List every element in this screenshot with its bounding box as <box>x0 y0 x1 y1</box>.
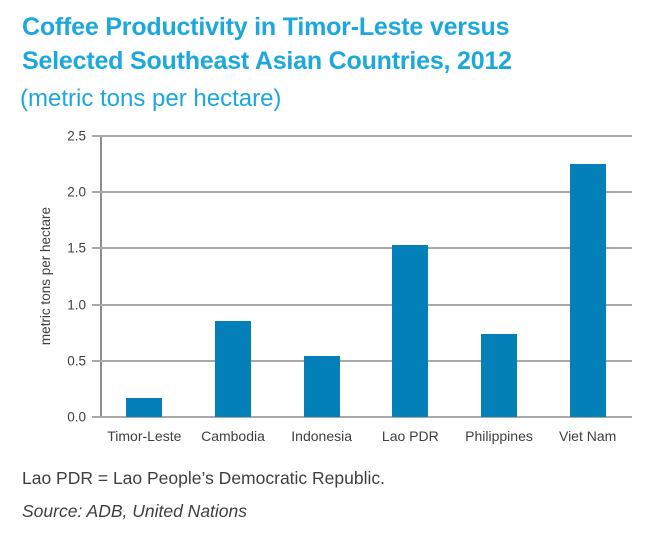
gridline-y-0.0 <box>92 416 632 418</box>
y-tick-label-2.0: 2.0 <box>67 184 86 200</box>
x-tick-label-timor-leste: Timor-Leste <box>107 428 182 444</box>
gridline-y-2.0 <box>92 191 632 194</box>
footnote: Lao PDR = Lao People’s Democratic Republ… <box>22 468 385 488</box>
y-axis-title: metric tons per hectare <box>37 207 53 346</box>
source-line: Source: ADB, United Nations <box>22 501 248 521</box>
y-axis-line <box>100 136 102 418</box>
x-tick-label-viet-nam: Viet Nam <box>558 428 617 444</box>
y-tick-label-1.0: 1.0 <box>67 297 86 313</box>
y-tick-label-2.5: 2.5 <box>67 128 86 144</box>
gridline-y-1.0 <box>92 303 632 306</box>
gridline-y-2.5 <box>92 135 632 137</box>
x-tick-label-indonesia: Indonesia <box>291 428 353 444</box>
chart-title-line2: Selected Southeast Asian Countries, 2012 <box>22 47 512 75</box>
bar-philippines <box>481 333 517 417</box>
x-tick-label-philippines: Philippines <box>465 428 533 444</box>
gridline-y-1.5 <box>92 247 632 250</box>
chart-subtitle: (metric tons per hectare) <box>20 85 282 112</box>
bar-cambodia <box>215 321 251 417</box>
y-tick-label-0.0: 0.0 <box>67 409 86 425</box>
bar-lao-pdr <box>392 245 429 417</box>
y-tick-label-0.5: 0.5 <box>67 353 86 369</box>
bar-indonesia <box>303 356 340 417</box>
bar-chart-plot-area: 0.0 0.5 1.0 1.5 2.0 2.5 Timor-Leste Cambodia Ind… <box>67 129 632 444</box>
bar-viet-nam <box>569 164 606 417</box>
y-tick-label-1.5: 1.5 <box>67 240 86 256</box>
chart-title-line1: Coffee Productivity in Timor-Leste versu… <box>22 13 510 41</box>
chart-title: Coffee Productivity in Timor-Leste versu… <box>22 10 512 78</box>
x-tick-label-cambodia: Cambodia <box>201 428 265 444</box>
x-tick-label-lao-pdr: Lao PDR <box>381 428 439 444</box>
bar-timor-leste <box>126 397 163 417</box>
gridline-y-0.5 <box>92 359 632 362</box>
